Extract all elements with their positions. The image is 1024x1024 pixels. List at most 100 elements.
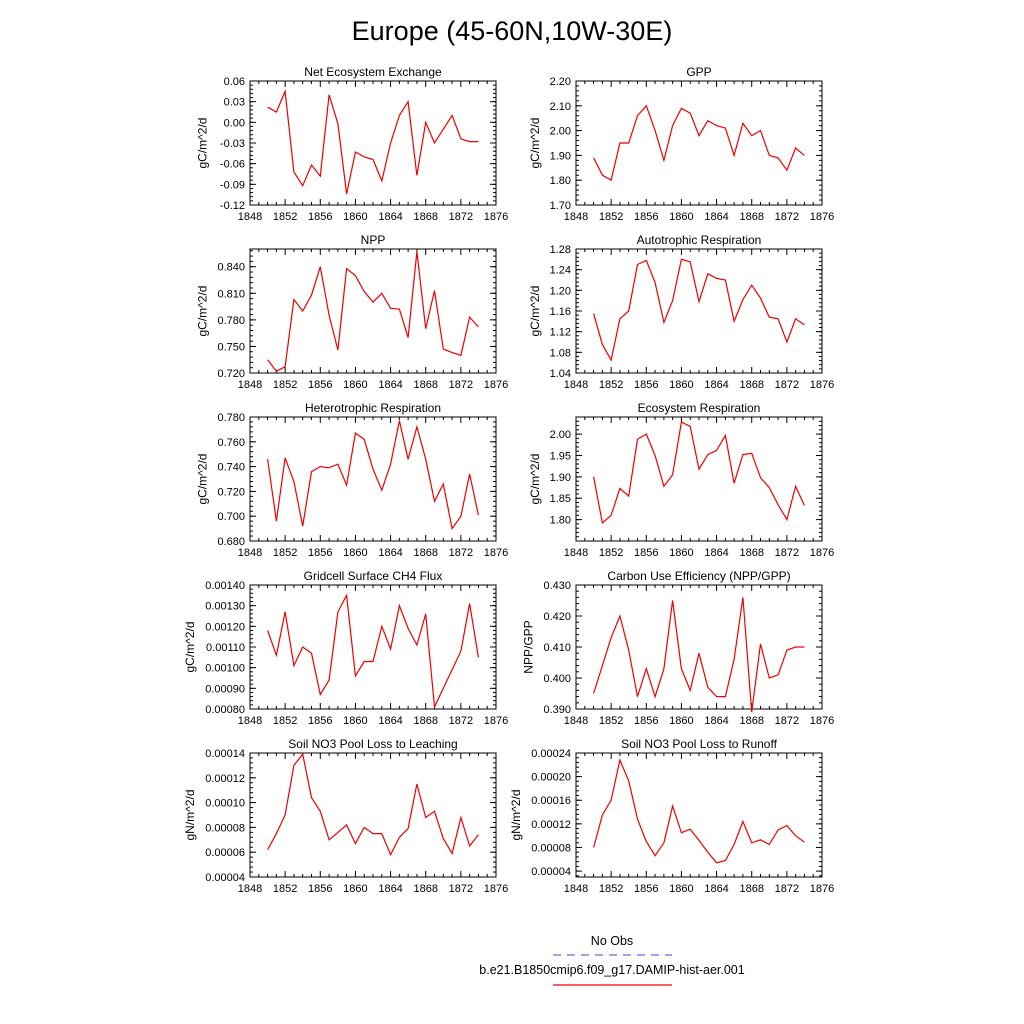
x-tick-label: 1860 (669, 211, 693, 223)
y-tick-label: 2.00 (550, 126, 571, 138)
x-tick-label: 1868 (739, 379, 763, 391)
y-tick-label: 0.00080 (205, 704, 245, 716)
y-tick-label: 1.90 (550, 150, 571, 162)
x-tick-label: 1876 (810, 211, 834, 223)
series-line (267, 752, 479, 857)
y-tick-label: 0.00024 (531, 748, 571, 760)
x-tick-label: 1856 (308, 379, 332, 391)
y-axis-label: gC/m^2/d (196, 454, 210, 505)
panels: Net Ecosystem Exchange 1848 1852 1856 1860 18… (183, 65, 834, 895)
x-tick-label: 1864 (704, 547, 728, 559)
y-tick-label: 0.00008 (205, 822, 245, 834)
y-tick-label: 0.00014 (205, 748, 245, 760)
y-tick-label: 0.760 (217, 437, 245, 449)
x-tick-label: 1876 (484, 379, 508, 391)
x-tick-label: 1860 (669, 883, 693, 895)
y-tick-label: 0.680 (217, 536, 245, 548)
x-tick-label: 1876 (484, 715, 508, 727)
y-tick-label: 2.10 (550, 101, 571, 113)
x-tick-label: 1860 (343, 211, 367, 223)
x-tick-label: 1848 (564, 211, 588, 223)
y-tick-label: 1.85 (550, 493, 571, 505)
x-tick-label: 1852 (599, 379, 623, 391)
panel-title: Heterotrophic Respiration (305, 401, 441, 415)
y-tick-label: 1.04 (550, 368, 571, 380)
plot-frame (575, 416, 823, 542)
panel-title: NPP (361, 233, 386, 247)
y-axis-label: gC/m^2/d (196, 286, 210, 337)
x-tick-label: 1852 (273, 547, 297, 559)
panel-4: Heterotrophic Respiration 1848 1852 1856 186… (196, 401, 509, 559)
x-tick-label: 1868 (413, 547, 437, 559)
y-tick-label: 0.00010 (205, 798, 245, 810)
x-tick-label: 1868 (413, 883, 437, 895)
x-tick-label: 1852 (599, 547, 623, 559)
y-tick-label: 0.400 (543, 673, 571, 685)
x-tick-label: 1860 (669, 379, 693, 391)
series-line (267, 593, 479, 710)
y-tick-label: -0.03 (220, 138, 245, 150)
y-axis-label: gC/m^2/d (196, 118, 210, 169)
y-tick-label: 0.03 (224, 97, 245, 109)
panel-title: Autotrophic Respiration (637, 233, 762, 247)
x-tick-label: 1876 (484, 883, 508, 895)
x-tick-label: 1860 (669, 547, 693, 559)
x-tick-label: 1872 (775, 883, 799, 895)
x-tick-label: 1856 (308, 883, 332, 895)
x-tick-label: 1852 (599, 715, 623, 727)
y-tick-label: 0.410 (543, 642, 571, 654)
panel-title: Carbon Use Efficiency (NPP/GPP) (607, 569, 790, 583)
y-tick-label: -0.12 (220, 200, 245, 212)
x-tick-label: 1860 (669, 715, 693, 727)
x-tick-label: 1868 (413, 211, 437, 223)
y-tick-label: 0.00020 (531, 772, 571, 784)
y-tick-label: 0.780 (217, 315, 245, 327)
x-tick-label: 1852 (599, 211, 623, 223)
x-tick-label: 1848 (564, 379, 588, 391)
y-tick-label: 0.420 (543, 611, 571, 623)
legend-case-label: b.e21.B1850cmip6.f09_g17.DAMIP-hist-aer.… (479, 963, 744, 977)
x-tick-label: 1872 (449, 715, 473, 727)
plot-frame (575, 752, 823, 878)
y-tick-label: 0.390 (543, 704, 571, 716)
y-tick-label: 0.840 (217, 262, 245, 274)
x-tick-label: 1848 (238, 883, 262, 895)
x-tick-label: 1872 (775, 715, 799, 727)
y-tick-label: 0.720 (217, 368, 245, 380)
x-tick-label: 1868 (413, 715, 437, 727)
plot-frame (575, 584, 823, 710)
x-tick-label: 1852 (599, 883, 623, 895)
y-tick-label: 0.810 (217, 288, 245, 300)
x-tick-label: 1852 (273, 715, 297, 727)
x-tick-label: 1868 (739, 211, 763, 223)
series-line (593, 104, 805, 182)
x-tick-label: 1848 (564, 547, 588, 559)
y-tick-label: 0.00100 (205, 663, 245, 675)
panel-title: Soil NO3 Pool Loss to Leaching (288, 737, 457, 751)
panel-title: Net Ecosystem Exchange (304, 65, 442, 79)
y-tick-label: 0.780 (217, 412, 245, 424)
x-tick-label: 1864 (704, 211, 728, 223)
y-tick-label: 0.720 (217, 486, 245, 498)
panel-title: Gridcell Surface CH4 Flux (304, 569, 443, 583)
y-tick-label: 0.00130 (205, 601, 245, 613)
plot-frame (249, 416, 497, 542)
x-tick-label: 1856 (634, 883, 658, 895)
series-line (593, 597, 805, 713)
y-axis-label: gC/m^2/d (528, 286, 542, 337)
x-tick-label: 1864 (704, 883, 728, 895)
x-tick-label: 1876 (484, 211, 508, 223)
panel-2: NPP 1848 1852 1856 1860 1864 1868 1872 1876 0.720… (196, 233, 509, 391)
panel-3: Autotrophic Respiration 1848 1852 1856 1860 1… (528, 233, 834, 391)
y-tick-label: 0.740 (217, 462, 245, 474)
y-tick-label: 0.00006 (205, 847, 245, 859)
panel-5: Ecosystem Respiration 1848 1852 1856 1860 186… (528, 401, 834, 559)
y-tick-label: 0.00 (224, 117, 245, 129)
y-tick-label: 1.20 (550, 285, 571, 297)
x-tick-label: 1860 (343, 547, 367, 559)
x-tick-label: 1864 (704, 379, 728, 391)
x-tick-label: 1868 (739, 883, 763, 895)
panel-title: GPP (686, 65, 711, 79)
plot-frame (249, 752, 497, 878)
y-tick-label: 1.80 (550, 175, 571, 187)
